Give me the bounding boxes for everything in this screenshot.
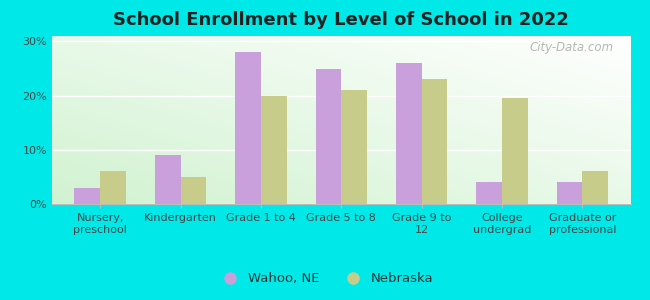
Bar — [502, 98, 528, 204]
Bar — [476, 182, 502, 204]
Bar — [261, 96, 287, 204]
Bar — [100, 172, 126, 204]
Bar — [556, 182, 582, 204]
Bar — [396, 63, 422, 204]
Bar — [235, 52, 261, 204]
Bar — [75, 188, 100, 204]
Bar — [315, 68, 341, 204]
Title: School Enrollment by Level of School in 2022: School Enrollment by Level of School in … — [113, 11, 569, 29]
Legend: Wahoo, NE, Nebraska: Wahoo, NE, Nebraska — [211, 267, 439, 290]
Bar — [582, 172, 608, 204]
Bar — [341, 90, 367, 204]
Bar — [155, 155, 181, 204]
Text: City-Data.com: City-Data.com — [529, 41, 613, 54]
Bar — [422, 80, 447, 204]
Bar — [181, 177, 206, 204]
